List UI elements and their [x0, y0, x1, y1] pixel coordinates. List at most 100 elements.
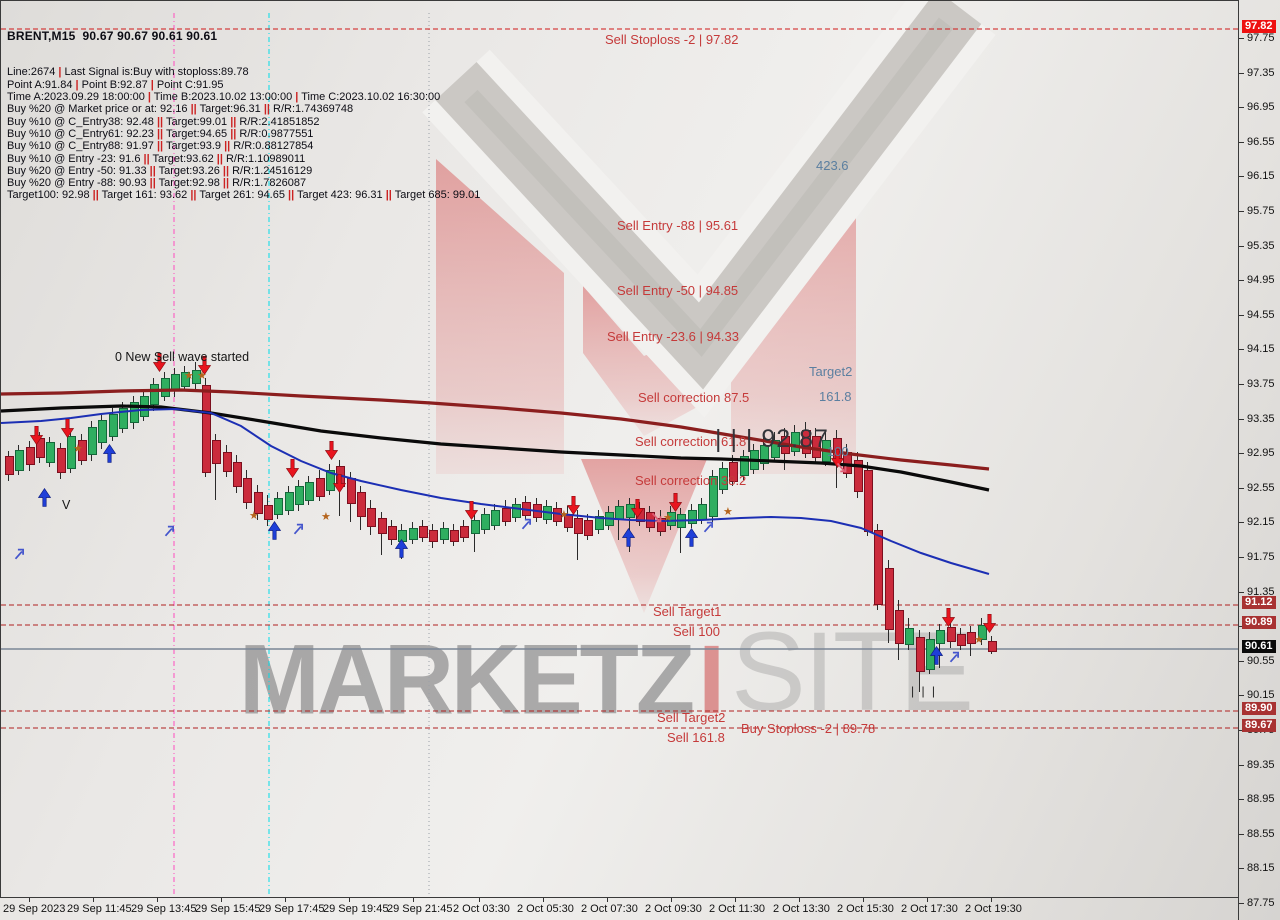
- star-marker-icon[interactable]: ★: [73, 443, 83, 455]
- star-marker-icon[interactable]: ★: [249, 510, 259, 522]
- chart-annotation[interactable]: 423.6: [816, 158, 849, 173]
- chart-annotation[interactable]: Target2: [809, 364, 853, 379]
- candle: [285, 492, 294, 511]
- chart-plot-area[interactable]: MARKETZ I SITE ★ ★ ★ ★ ★ ★ ★ ★ ★ Sell Stoploss -…: [0, 0, 1239, 898]
- symbol-title: BRENT,M15 90.67 90.67 90.61 90.61: [7, 28, 218, 43]
- slow-ma-maroon: [1, 388, 990, 471]
- price-tick: [1239, 107, 1244, 108]
- chart-annotation[interactable]: Sell correction 38.2: [635, 473, 747, 488]
- chart-annotation[interactable]: 0 New Sell wave started: [115, 350, 250, 364]
- price-axis-label: 95.75: [1247, 205, 1275, 217]
- candle: [254, 492, 263, 514]
- price-axis-label: 96.55: [1247, 136, 1275, 148]
- price-tick: [1239, 280, 1244, 281]
- candle-wick: [939, 624, 940, 668]
- candle: [760, 445, 769, 464]
- candle: [57, 448, 66, 473]
- chart-annotation[interactable]: V: [62, 498, 71, 512]
- chart-annotation[interactable]: Buy Stoploss -2 | 89.78: [741, 721, 876, 736]
- time-axis-label: 29 Sep 11:45: [67, 903, 132, 915]
- price-axis-label: 87.75: [1247, 897, 1275, 909]
- time-axis[interactable]: 29 Sep 2023 29 Sep 11:45 29 Sep 13:45 29 Se…: [0, 897, 1238, 920]
- candle: [181, 372, 190, 387]
- price-axis-label: 88.55: [1247, 828, 1275, 840]
- candle: [295, 486, 304, 505]
- chart-annotation[interactable]: Sell Target1: [653, 604, 722, 619]
- candle-wick: [215, 434, 216, 500]
- star-marker-icon[interactable]: ★: [974, 634, 984, 646]
- comment-line: Buy %10 @ C_Entry61: 92.23 || Target:94.…: [7, 127, 314, 140]
- vertical-separator-line[interactable]: [268, 13, 271, 898]
- price-axis-label: 97.75: [1247, 32, 1275, 44]
- price-axis-label: 96.95: [1247, 101, 1275, 113]
- signal-level-line[interactable]: [1, 28, 1239, 32]
- comment-line: Buy %10 @ C_Entry38: 92.48 || Target:99.…: [7, 115, 320, 128]
- price-tick: [1239, 868, 1244, 869]
- signal-level-line[interactable]: [1, 710, 1239, 714]
- candle: [885, 568, 894, 630]
- star-marker-icon[interactable]: ★: [184, 370, 194, 382]
- price-tick: [1239, 246, 1244, 247]
- candle: [67, 436, 76, 469]
- candle: [274, 498, 283, 515]
- time-tick: [221, 898, 222, 902]
- comment-line: Line:2674 | Last Signal is:Buy with stop…: [7, 66, 249, 79]
- vertical-separator-line[interactable]: [173, 13, 176, 898]
- candle: [212, 440, 221, 464]
- candle-wick: [680, 508, 681, 553]
- chart-annotation[interactable]: Sell 100: [673, 624, 720, 639]
- candle: [98, 420, 107, 443]
- time-tick: [157, 898, 158, 902]
- chart-annotation[interactable]: Sell Target2: [657, 710, 726, 725]
- fast-ma-blue: [1, 407, 990, 575]
- signal-level-line[interactable]: [1, 727, 1239, 731]
- time-axis-label: 2 Oct 11:30: [709, 903, 766, 915]
- candle: [667, 512, 676, 526]
- candle: [150, 384, 159, 405]
- candle: [719, 468, 728, 490]
- signal-level-line[interactable]: [1, 624, 1239, 628]
- price-tick: [1239, 349, 1244, 350]
- star-marker-icon[interactable]: ★: [197, 370, 207, 382]
- mid-ma-black: [1, 404, 990, 492]
- star-marker-icon[interactable]: ★: [723, 506, 733, 518]
- price-axis-label: 96.15: [1247, 170, 1275, 182]
- star-marker-icon[interactable]: ★: [321, 511, 331, 523]
- comment-line: Point A:91.84 | Point B:92.87 | Point C:…: [7, 78, 224, 91]
- price-axis[interactable]: 97.75 97.35 96.95 96.55 96.15 95.75 95.35 94.95…: [1238, 0, 1280, 920]
- comment-line: Buy %10 @ C_Entry88: 91.97 || Target:93.…: [7, 140, 314, 153]
- price-axis-label: 91.75: [1247, 551, 1275, 563]
- price-marker-label: 90.61: [1242, 640, 1276, 653]
- price-tick: [1239, 38, 1244, 39]
- time-tick: [285, 898, 286, 902]
- comment-line: Buy %20 @ Entry -50: 91.33 || Target:93.…: [7, 164, 313, 177]
- chart-annotation[interactable]: Sell Stoploss -2 | 97.82: [605, 32, 739, 47]
- chart-annotation[interactable]: Sell correction 61.8: [635, 434, 747, 449]
- chart-annotation[interactable]: Sell Entry -23.6 | 94.33: [607, 329, 740, 344]
- candle: [26, 447, 35, 465]
- chart-annotation[interactable]: 100: [827, 444, 849, 459]
- star-marker-icon[interactable]: ★: [559, 509, 569, 521]
- chart-annotation[interactable]: | | |: [911, 684, 938, 698]
- star-marker-icon[interactable]: ★: [663, 512, 673, 524]
- time-axis-label: 2 Oct 03:30: [453, 903, 510, 915]
- chart-annotation[interactable]: Sell 161.8: [667, 730, 725, 745]
- candle: [378, 518, 387, 534]
- time-axis-label: 29 Sep 17:45: [259, 903, 325, 915]
- candle: [109, 414, 118, 437]
- current-price-line[interactable]: [1, 648, 1239, 652]
- candle: [802, 430, 811, 454]
- chart-annotation[interactable]: Sell Entry -50 | 94.85: [617, 283, 739, 298]
- moving-averages: [1, 388, 990, 575]
- price-tick: [1239, 176, 1244, 177]
- chart-annotation[interactable]: Sell correction 87.5: [638, 390, 750, 405]
- candle: [409, 528, 418, 540]
- chart-annotation[interactable]: Sell Entry -88 | 95.61: [617, 218, 739, 233]
- signal-level-line[interactable]: [1, 604, 1239, 608]
- price-tick: [1239, 834, 1244, 835]
- price-tick: [1239, 626, 1244, 627]
- time-axis-label: 2 Oct 15:30: [837, 903, 894, 915]
- chart-annotation[interactable]: | | | 92.87: [715, 425, 829, 453]
- chart-annotation[interactable]: 161.8: [819, 389, 852, 404]
- candle: [130, 402, 139, 423]
